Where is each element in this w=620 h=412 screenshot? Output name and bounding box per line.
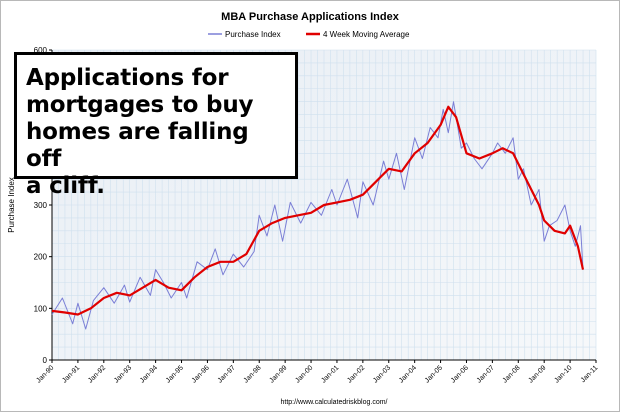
y-tick-label: 300: [34, 201, 48, 210]
source-url: http://www.calculatedriskblog.com/: [281, 399, 388, 406]
legend-entry: Purchase Index: [225, 30, 281, 39]
x-tick-label: Jan-95: [165, 364, 185, 384]
x-tick-label: Jan-11: [580, 364, 600, 384]
y-tick-label: 600: [34, 46, 48, 55]
series-layer: [51, 101, 585, 330]
x-tick-label: Jan-94: [139, 364, 159, 384]
callout-box: Applications for mortgages to buy homes …: [14, 52, 298, 199]
series-line-purchase-index: [51, 101, 584, 330]
legend-entry: 4 Week Moving Average: [323, 30, 410, 39]
x-tick-label: Jan-93: [113, 364, 133, 384]
x-tick-label: Jan-00: [294, 364, 314, 384]
x-axis: Jan-90 Jan-91 Jan-92 Jan-93 Jan-94 Jan-95 Jan-…: [35, 360, 599, 385]
x-tick-label: Jan-91: [61, 364, 81, 384]
y-tick-label: 0: [43, 356, 48, 365]
callout-line-4: a cliff.: [26, 173, 105, 199]
callout-line-3: homes are falling off: [26, 119, 249, 172]
x-tick-label: Jan-02: [346, 364, 366, 384]
y-tick-label: 100: [34, 304, 48, 313]
y-tick-label: 200: [34, 253, 48, 262]
chart-title: MBA Purchase Applications Index: [221, 11, 400, 23]
x-tick-label: Jan-03: [372, 364, 392, 384]
x-tick-label: Jan-05: [424, 364, 444, 384]
x-tick-label: Jan-99: [268, 364, 288, 384]
x-tick-label: Jan-04: [398, 364, 418, 384]
x-tick-label: Jan-07: [476, 364, 496, 384]
x-tick-label: Jan-10: [553, 364, 573, 384]
x-tick-label: Jan-97: [217, 364, 237, 384]
x-tick-label: Jan-98: [243, 364, 263, 384]
x-tick-label: Jan-08: [502, 364, 522, 384]
x-tick-label: Jan-92: [87, 364, 107, 384]
y-axis-label: Purchase Index: [7, 177, 16, 233]
callout-line-1: Applications for: [26, 65, 229, 91]
callout-line-2: mortgages to buy: [26, 92, 254, 118]
x-tick-label: Jan-01: [320, 364, 340, 384]
series-line-moving-average: [51, 105, 585, 316]
x-tick-label: Jan-96: [191, 364, 211, 384]
legend: Purchase Index 4 Week Moving Average: [208, 30, 410, 39]
x-tick-label: Jan-06: [450, 364, 470, 384]
x-tick-label: Jan-90: [35, 364, 55, 384]
x-tick-label: Jan-09: [528, 364, 548, 384]
